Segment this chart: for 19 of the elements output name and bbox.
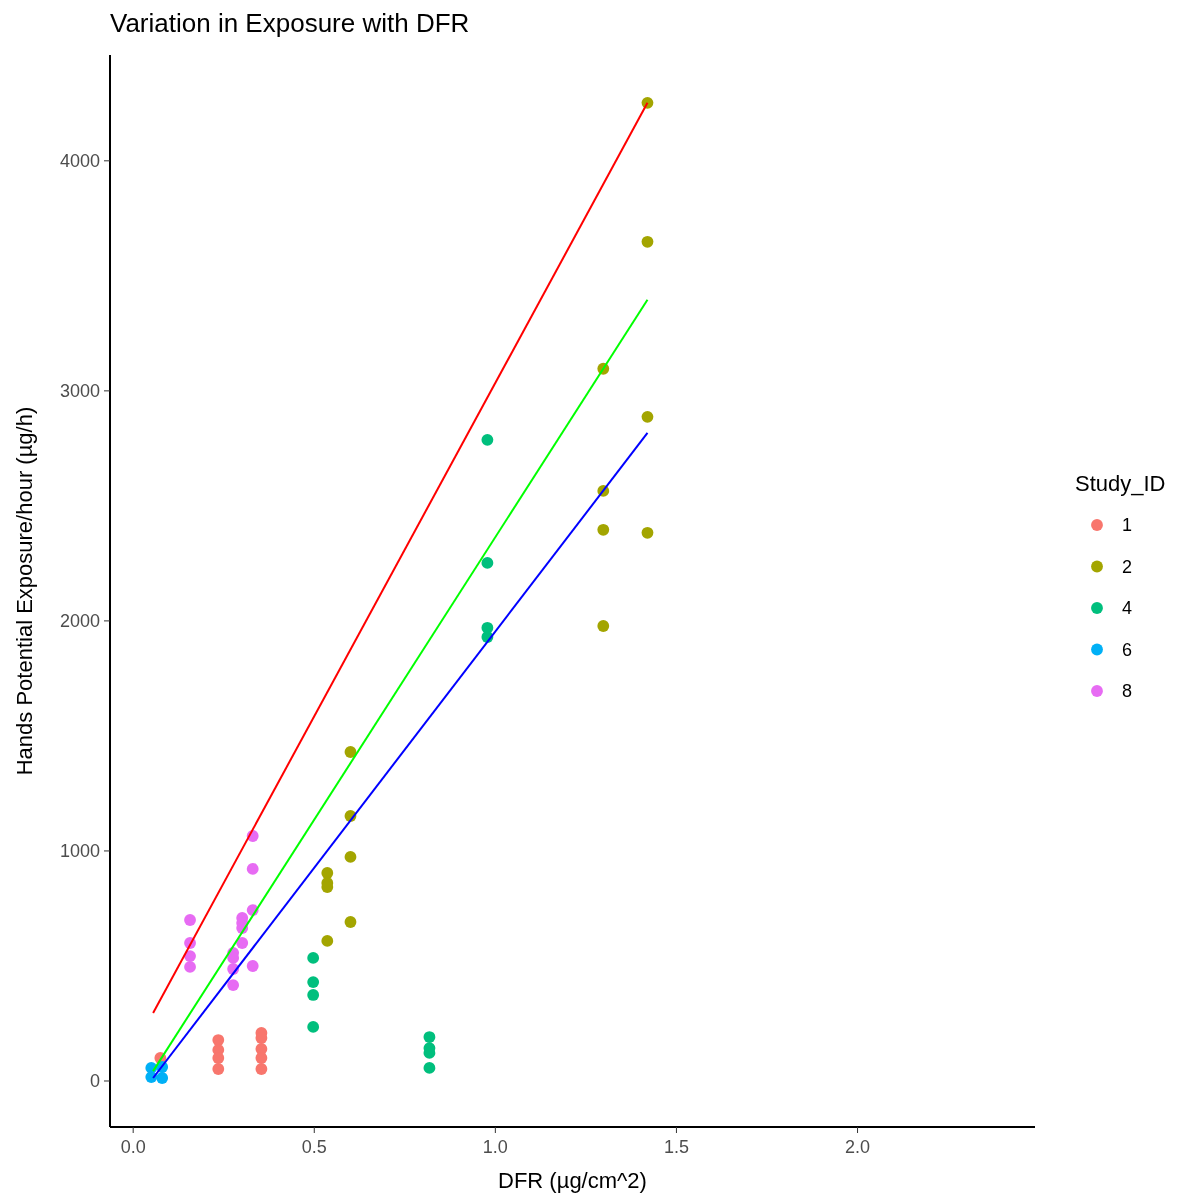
chart-title: Variation in Exposure with DFR: [110, 8, 470, 38]
legend-label: 1: [1122, 515, 1133, 536]
x-tick-label: 0.0: [120, 1137, 146, 1157]
x-tick-label: 1.5: [663, 1137, 689, 1157]
x-axis-title: DFR (µg/cm^2): [498, 1168, 647, 1193]
y-tick-label: 0: [89, 1071, 100, 1092]
legend-label: 8: [1122, 681, 1133, 702]
x-tick-label: 1.0: [482, 1137, 508, 1157]
y-axis-title: Hands Potential Exposure/hour (µg/h): [12, 406, 37, 776]
y-tick-label: 2000: [59, 611, 100, 632]
legend-label: 4: [1122, 598, 1133, 619]
legend-title: Study_ID: [1075, 471, 1166, 496]
legend-label: 2: [1122, 556, 1133, 577]
x-tick-label: 2.0: [845, 1137, 871, 1157]
y-tick-label: 4000: [59, 151, 100, 172]
y-tick-label: 3000: [59, 381, 100, 402]
y-tick-label: 1000: [59, 841, 100, 862]
legend-label: 6: [1122, 639, 1133, 660]
x-tick-label: 0.5: [301, 1137, 327, 1157]
